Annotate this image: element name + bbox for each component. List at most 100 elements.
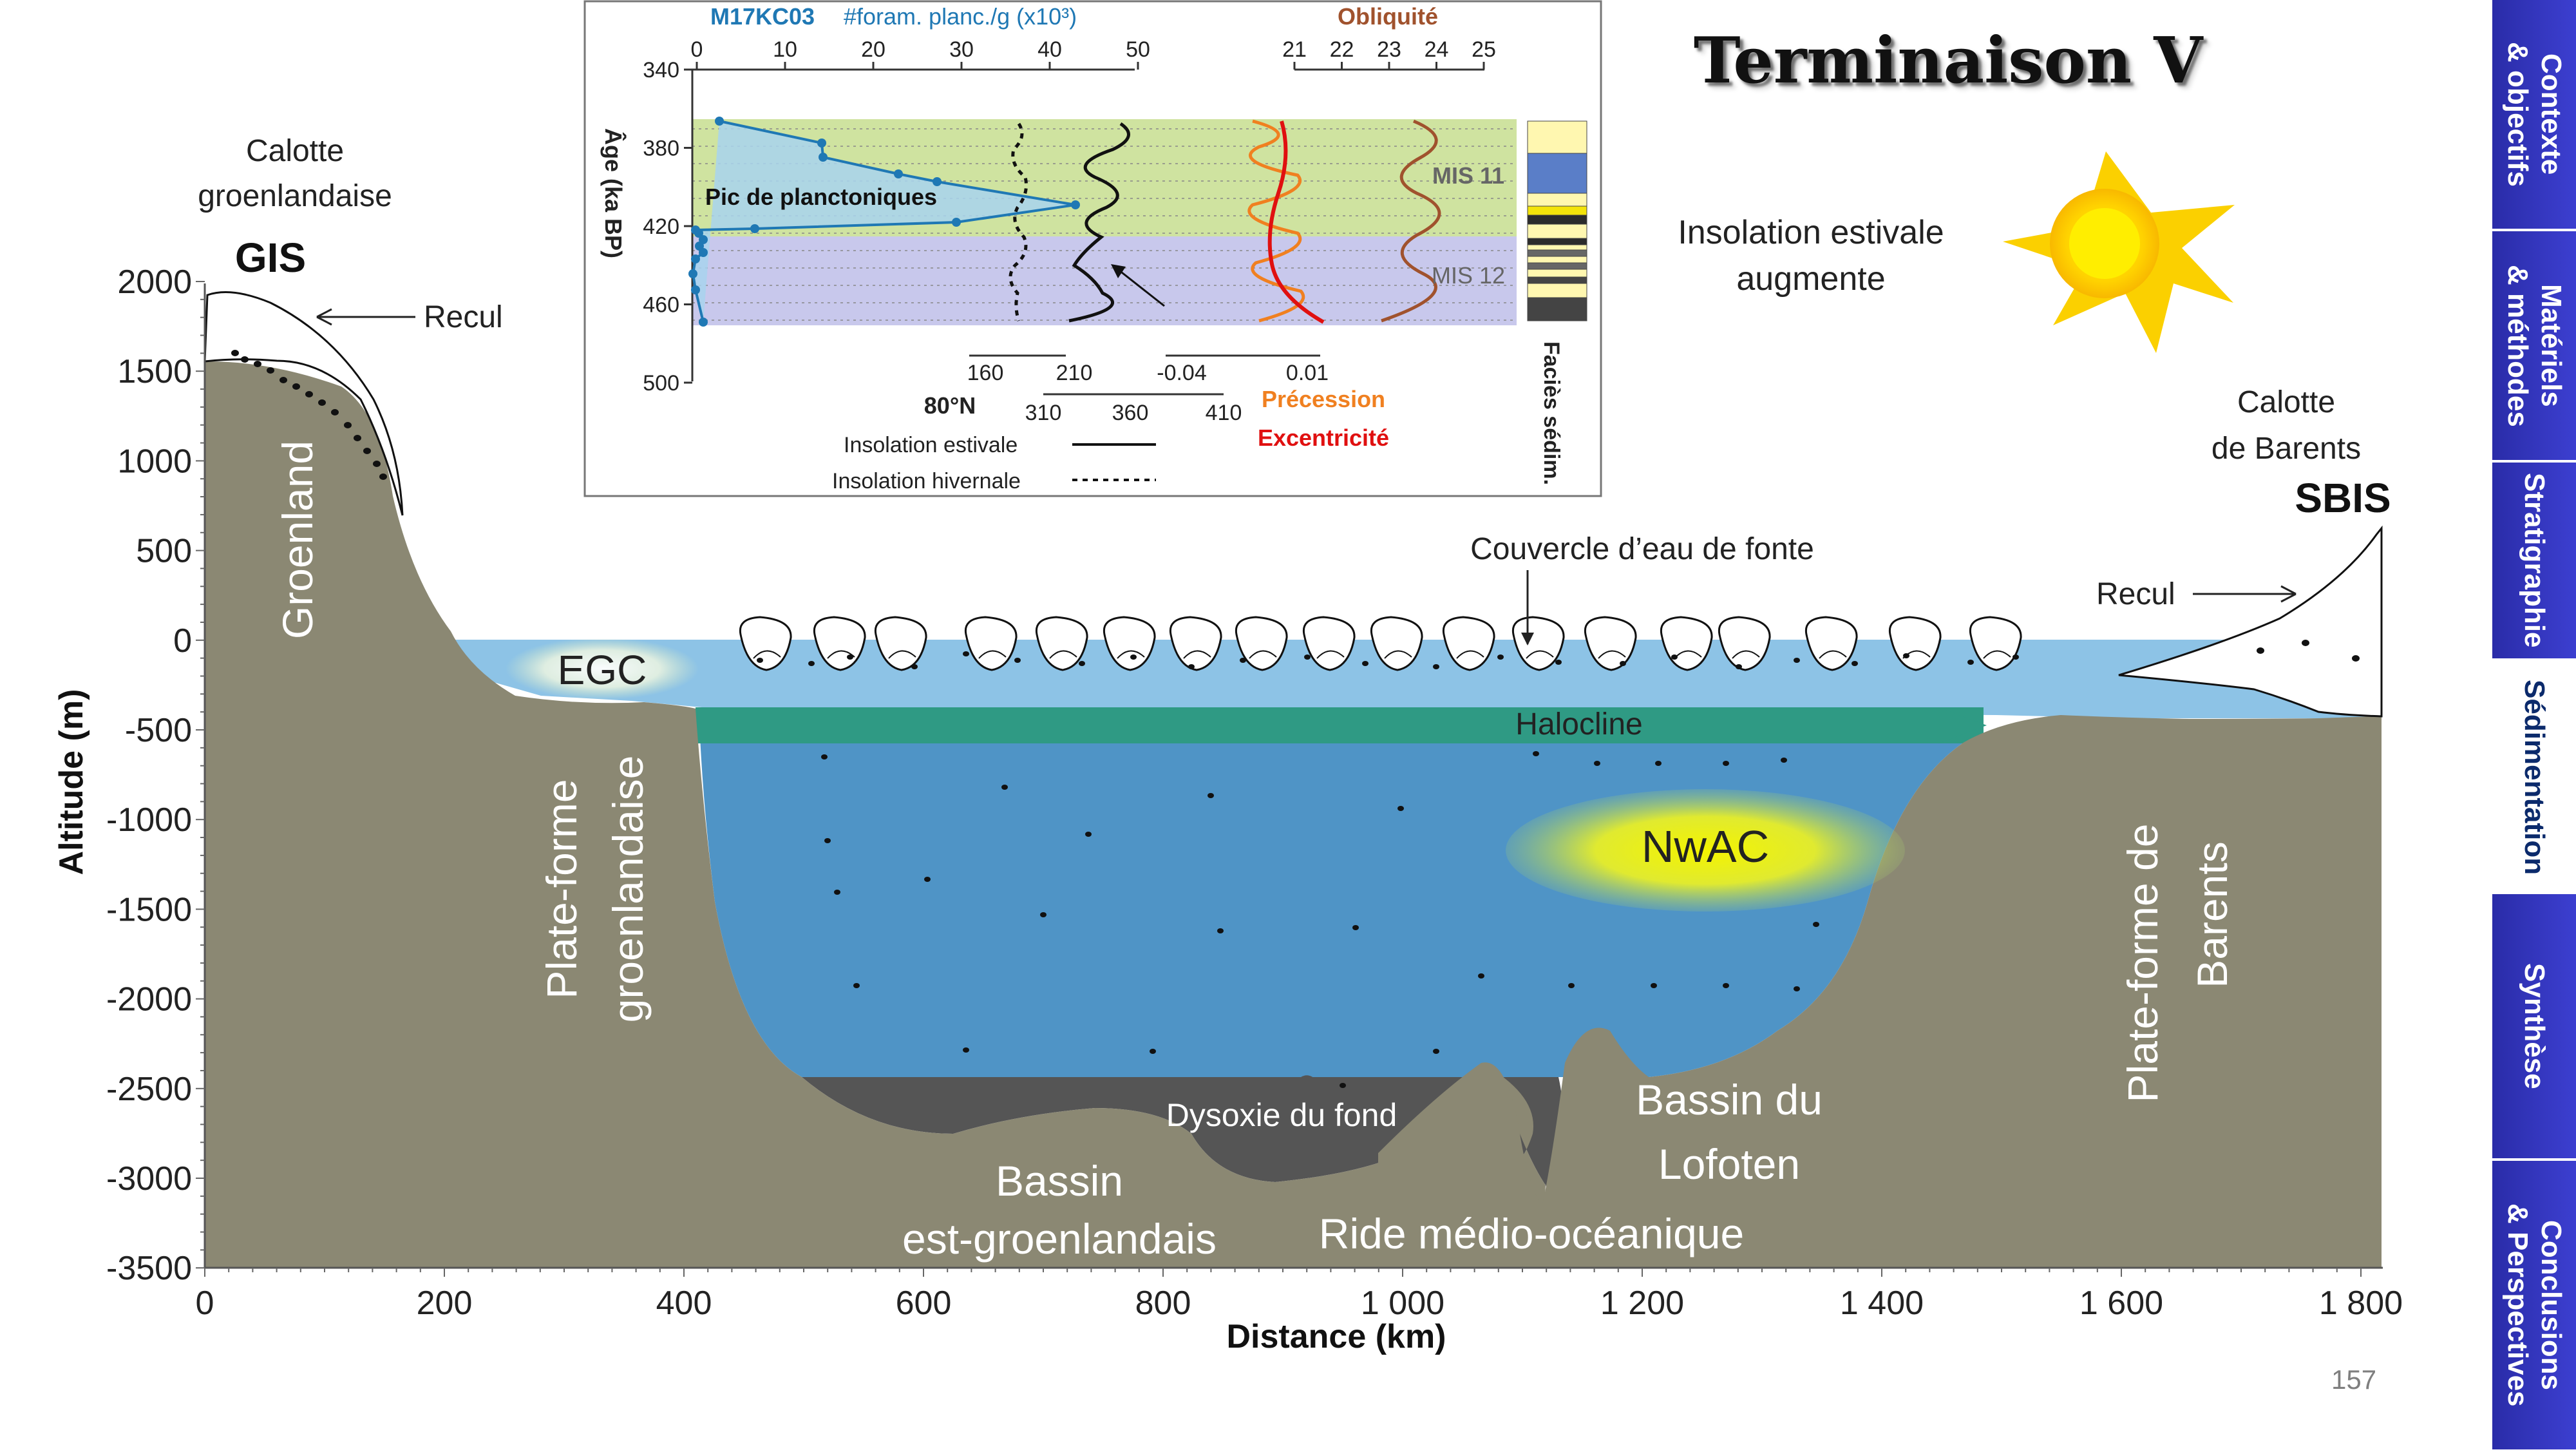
debris-dot xyxy=(279,377,287,383)
precession-curve xyxy=(1247,119,1305,323)
egc-water-mass xyxy=(506,638,699,700)
mis12-label: MIS 12 xyxy=(1432,262,1505,289)
sun-icon xyxy=(2003,151,2235,353)
x-tick-label: 1 600 xyxy=(2079,1285,2163,1322)
debris-dot xyxy=(1651,983,1657,988)
iceberg-detail xyxy=(753,650,781,659)
x-tick-labels: 0 200 400 600 800 1 000 1 200 1 400 1 600 1 800 xyxy=(196,1285,2403,1322)
y-tick-label: 2000 xyxy=(117,263,192,301)
nav-tab-synthese[interactable]: Synthèse xyxy=(2492,894,2576,1161)
sbis-recul-arrowhead xyxy=(2280,585,2297,603)
halocline-label: Halocline xyxy=(1515,707,1642,741)
foram-point xyxy=(1071,200,1080,209)
iceberg xyxy=(1969,616,2022,671)
y-axis-label: Altitude (m) xyxy=(53,689,90,875)
ins-hiv-legend: Insolation hivernale xyxy=(832,469,1021,493)
debris-dot xyxy=(1967,660,1974,665)
eccentricity-curve xyxy=(1267,120,1325,324)
couvercle-arrowhead xyxy=(1521,633,1534,645)
obliquity-tick-label: 22 xyxy=(1330,37,1354,62)
obliquity-label: Obliquité xyxy=(1338,3,1438,30)
foram-point xyxy=(819,153,828,162)
foram-point xyxy=(894,169,903,178)
dysoxie-label: Dysoxie du fond xyxy=(1166,1097,1397,1133)
plateforme-barents-line1: Plate-forme de xyxy=(2119,824,2166,1103)
foram-tick-label: 40 xyxy=(1037,37,1062,62)
debris-dot xyxy=(1433,1049,1439,1054)
nav-tab-materiels[interactable]: Matériels & méthodes xyxy=(2492,231,2576,463)
page-number: 157 xyxy=(2331,1364,2377,1395)
iceberg-detail xyxy=(1316,650,1345,659)
debris-dot xyxy=(1340,1083,1346,1088)
debris-dot xyxy=(1188,664,1195,669)
precession-label: Précession xyxy=(1262,386,1385,412)
debris-dot xyxy=(1397,806,1404,811)
debris-dot xyxy=(1813,922,1819,927)
age-ticks: 340 380 420 460 500 xyxy=(643,58,692,396)
debris-dot xyxy=(2302,640,2309,646)
ins-bottom-tick-2: 360 xyxy=(1112,401,1149,425)
ride-label: Ride médio-océanique xyxy=(1319,1210,1744,1257)
surface-water xyxy=(444,640,2370,718)
facies-band xyxy=(1527,205,1587,216)
x-tick-label: 0 xyxy=(196,1285,214,1322)
debris-dot xyxy=(318,399,326,406)
y-tick-label: -3500 xyxy=(106,1250,192,1287)
ins-bottom-tick-1: 310 xyxy=(1025,401,1062,425)
nav-tab-label: Matériels & méthodes xyxy=(2502,264,2567,427)
y-tick-label: -1000 xyxy=(106,801,192,839)
foram-point xyxy=(952,218,961,227)
x-tick-label: 400 xyxy=(656,1285,712,1322)
halocline-arrow-tip xyxy=(1938,707,1987,743)
facies-band xyxy=(1527,262,1587,270)
debris-dot xyxy=(241,356,249,363)
nav-tab-stratigraphie[interactable]: Stratigraphie xyxy=(2492,463,2576,661)
nav-tab-conclusions[interactable]: Conclusions & Perspectives xyxy=(2492,1161,2576,1452)
x-tick-label: 1 400 xyxy=(1840,1285,1924,1322)
y-tick-label: 1000 xyxy=(117,443,192,480)
debris-dot xyxy=(1794,986,1800,991)
debris-dot xyxy=(1130,654,1137,660)
debris-dot xyxy=(1079,661,1085,666)
debris-dot xyxy=(354,435,361,441)
nwac-label: NwAC xyxy=(1642,821,1769,872)
nav-tab-sedimentation[interactable]: Sédimentation xyxy=(2492,661,2576,894)
core-name: M17KC03 xyxy=(710,3,815,30)
bassin-lofoten-line1: Bassin du xyxy=(1636,1076,1823,1123)
nav-tab-label: Synthèse xyxy=(2519,963,2550,1089)
foram-tick-label: 0 xyxy=(691,37,703,62)
foram-tick-label: 30 xyxy=(949,37,974,62)
foram-point xyxy=(691,285,700,294)
iceberg xyxy=(1804,616,1858,671)
foram-point xyxy=(817,139,826,148)
iceberg-detail xyxy=(1526,650,1554,659)
age-tick-label: 500 xyxy=(643,371,679,396)
y-tick-label: 0 xyxy=(173,622,192,660)
nwac-water-mass xyxy=(1506,789,1905,912)
ins-top-tick-1: 160 xyxy=(967,361,1004,385)
x-tick-label: 1 000 xyxy=(1361,1285,1444,1322)
debris-dot xyxy=(1723,761,1729,766)
debris-dot xyxy=(373,461,381,467)
obliquity-tick-label: 21 xyxy=(1282,37,1307,62)
debris-dot xyxy=(1671,654,1678,660)
obliquity-ticks: 21 22 23 24 25 xyxy=(1282,37,1496,70)
foram-point xyxy=(699,318,708,327)
ins-top-tick-2: 210 xyxy=(1056,361,1093,385)
debris-dot xyxy=(2257,647,2264,654)
nav-tab-label: Sédimentation xyxy=(2519,680,2550,875)
obliquity-tick-label: 23 xyxy=(1377,37,1401,62)
debris-dot xyxy=(267,367,274,374)
plateforme-groenlandaise-line2: groenlandaise xyxy=(604,756,652,1023)
debris-dot xyxy=(924,877,931,882)
debris-dot xyxy=(1240,658,1246,663)
couvercle-label: Couvercle d’eau de fonte xyxy=(1470,532,1814,566)
nav-tab-contexte[interactable]: Contexte & objectifs xyxy=(2492,0,2576,231)
seafloor xyxy=(205,361,2382,1268)
foram-point xyxy=(715,117,724,126)
mid-ocean-ridge xyxy=(1378,1027,1649,1268)
iceberg xyxy=(1584,616,1637,671)
debris-dot xyxy=(1040,912,1046,917)
age-tick-label: 340 xyxy=(643,58,679,82)
